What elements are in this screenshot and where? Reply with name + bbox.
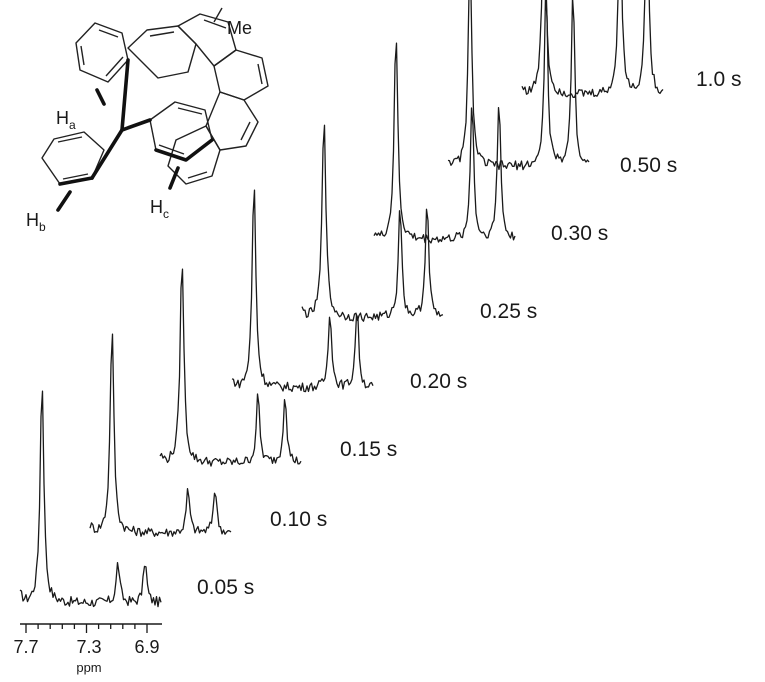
axis-unit: ppm xyxy=(76,660,101,675)
time-label-0-50: 0.50 s xyxy=(620,154,677,177)
spectra-stack xyxy=(19,0,664,608)
spectrum-trace-0 xyxy=(19,390,162,608)
time-label-0-20: 0.20 s xyxy=(410,370,467,393)
hydrogen-c-label: Hc xyxy=(150,197,169,221)
spectrum-trace-1 xyxy=(89,333,232,537)
tick-label-6-9: 6.9 xyxy=(134,637,159,657)
time-label-0-25: 0.25 s xyxy=(480,300,537,323)
time-label-0-10: 0.10 s xyxy=(270,508,327,531)
spectrum-trace-7 xyxy=(521,0,664,98)
spectrum-trace-4 xyxy=(301,124,444,322)
time-label-1-0: 1.0 s xyxy=(696,68,742,91)
spectrum-trace-2 xyxy=(159,268,302,467)
hydrogen-a-label: Ha xyxy=(56,108,76,132)
time-labels: 0.05 s 0.10 s 0.15 s 0.20 s 0.25 s 0.30 … xyxy=(197,68,742,599)
spectrum-trace-3 xyxy=(231,189,374,393)
spectrum-trace-5 xyxy=(373,42,516,244)
time-label-0-30: 0.30 s xyxy=(551,222,608,245)
time-label-0-15: 0.15 s xyxy=(340,438,397,461)
spectrum-trace-6 xyxy=(447,0,590,171)
time-label-0-05: 0.05 s xyxy=(197,576,254,599)
molecule-structure: Me Ha Hb Hc xyxy=(26,7,269,234)
hydrogen-b-label: Hb xyxy=(26,210,46,234)
ppm-axis: 7.7 7.3 6.9 ppm xyxy=(13,623,162,675)
methyl-label: Me xyxy=(227,18,252,38)
tick-label-7-3: 7.3 xyxy=(76,637,101,657)
tick-label-7-7: 7.7 xyxy=(13,637,38,657)
